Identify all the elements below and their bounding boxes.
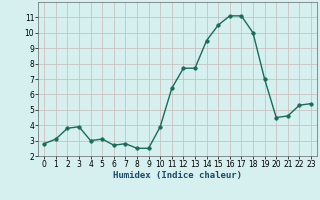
X-axis label: Humidex (Indice chaleur): Humidex (Indice chaleur) [113, 171, 242, 180]
